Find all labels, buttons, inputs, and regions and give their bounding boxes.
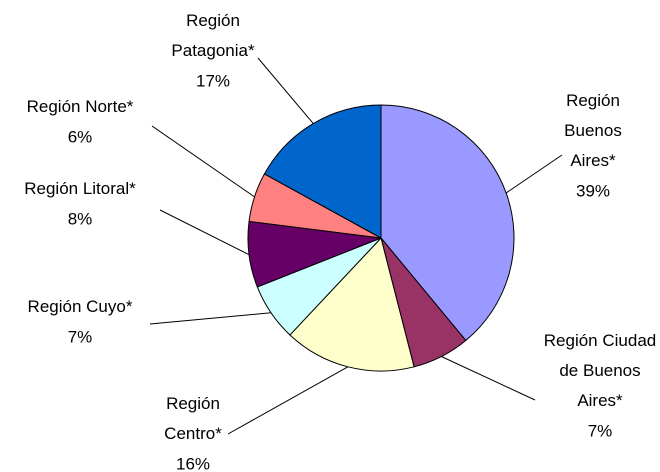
percent-label: 16% <box>176 454 210 472</box>
leader-line <box>441 356 536 401</box>
leader-line <box>159 209 250 256</box>
slice-label: Región Patagonia* <box>171 11 255 60</box>
label-line: de Buenos <box>559 361 640 380</box>
label-line: Región Litoral* <box>24 179 136 198</box>
percent-label: 39% <box>576 181 610 200</box>
pie-slice <box>263 104 382 239</box>
label-line: Aires* <box>570 151 616 170</box>
label-line: Región Cuyo* <box>28 297 133 316</box>
leader-line <box>505 154 563 194</box>
pie-slice <box>380 104 515 342</box>
slice-label: Región Buenos Aires* <box>564 91 622 170</box>
leader-line <box>149 312 272 325</box>
label-line: Región Ciudad <box>544 331 656 350</box>
label-line: Región <box>566 91 620 110</box>
label-line: Patagonia* <box>171 41 255 60</box>
percent-label: 7% <box>68 327 93 346</box>
label-line: Región <box>166 394 220 413</box>
slice-label: Región Norte* <box>27 97 134 116</box>
leader-line <box>257 57 314 124</box>
label-line: Buenos <box>564 121 622 140</box>
leader-line <box>227 366 349 435</box>
percent-label: 6% <box>68 127 93 146</box>
slice-label: Región Litoral* <box>24 179 136 198</box>
leader-line <box>151 125 255 198</box>
label-line: Región <box>186 11 240 30</box>
slice-label: Región Ciudad de Buenos Aires* <box>544 331 656 410</box>
slice-label: Región Centro* <box>164 394 222 443</box>
slice-label: Región Cuyo* <box>28 297 133 316</box>
label-line: Centro* <box>164 424 222 443</box>
label-line: Aires* <box>577 391 623 410</box>
percent-label: 7% <box>588 421 613 440</box>
percent-label: 8% <box>68 209 93 228</box>
label-line: Región Norte* <box>27 97 134 116</box>
percent-label: 17% <box>196 71 230 90</box>
